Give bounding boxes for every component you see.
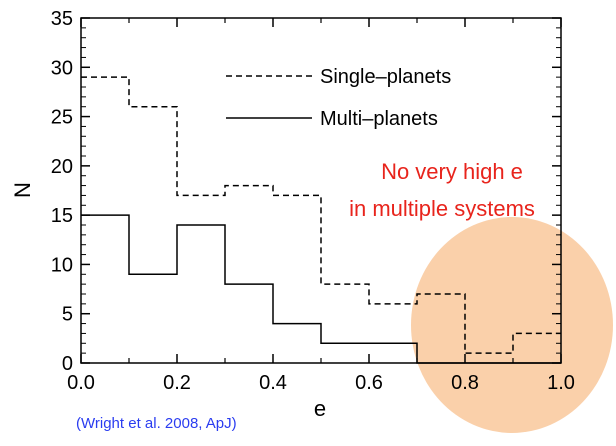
x-tick-label: 1.0 (547, 372, 575, 394)
y-tick-label: 0 (62, 353, 73, 375)
citation: (Wright et al. 2008, ApJ) (76, 415, 237, 432)
x-axis-title: e (314, 396, 326, 421)
x-tick-label: 0.2 (163, 372, 191, 394)
tick-labels-layer: 0.0 0.2 0.4 0.6 0.8 1.0 0 5 10 15 20 25 30 35 (51, 8, 575, 394)
y-tick-label: 20 (51, 156, 73, 178)
x-tick-label: 0.8 (451, 372, 479, 394)
y-tick-label: 30 (51, 57, 73, 79)
x-tick-label: 0.0 (67, 372, 95, 394)
x-tick-label: 0.6 (355, 372, 383, 394)
y-tick-label: 15 (51, 205, 73, 227)
y-tick-label: 10 (51, 254, 73, 276)
y-tick-label: 25 (51, 107, 73, 129)
legend-label-multi: Multi–planets (320, 108, 438, 130)
annotation-line-1: No very high e (381, 159, 523, 184)
annotation-line-2: in multiple systems (349, 196, 535, 221)
x-tick-label: 0.4 (259, 372, 287, 394)
series-line-single-planets (81, 76, 561, 354)
y-tick-label: 35 (51, 8, 73, 30)
ticks-layer (80, 17, 562, 364)
legend-label-single: Single–planets (320, 66, 451, 88)
y-axis-title: N (10, 182, 35, 198)
highlight-ellipse (411, 217, 613, 433)
y-tick-label: 5 (62, 304, 73, 326)
